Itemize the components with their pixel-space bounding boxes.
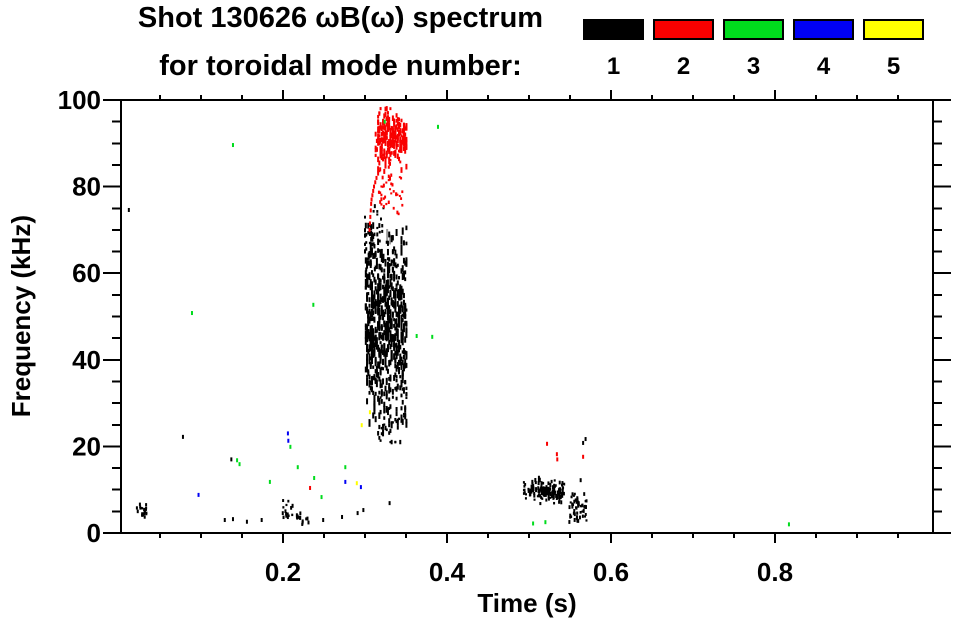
plot-frame xyxy=(120,99,934,534)
legend-label: 2 xyxy=(676,53,691,80)
series-mode-4 xyxy=(197,431,362,497)
y-tick-label: 20 xyxy=(72,431,101,461)
x-tick-label: 0.6 xyxy=(593,557,629,587)
series-mode-5 xyxy=(355,410,371,486)
axis-ticks xyxy=(103,90,951,543)
legend-label: 3 xyxy=(746,53,761,80)
chart-title-line1: Shot 130626 ωB(ω) spectrum xyxy=(137,2,544,34)
series-mode-3 xyxy=(190,119,790,527)
legend-swatch xyxy=(723,19,784,40)
legend-label: 1 xyxy=(606,53,621,80)
y-tick-label: 60 xyxy=(72,258,101,288)
legend-swatch xyxy=(653,19,714,40)
x-tick-label: 0.8 xyxy=(757,557,793,587)
legend-swatch xyxy=(793,19,854,40)
y-tick-label: 0 xyxy=(87,518,101,548)
x-tick-label: 0.4 xyxy=(429,557,466,587)
x-axis-title: Time (s) xyxy=(477,588,577,618)
legend-label: 4 xyxy=(816,53,831,80)
legend-label: 5 xyxy=(886,53,901,80)
y-tick-label: 80 xyxy=(72,172,101,202)
tick-labels: 0.2 0.4 0.6 0.8 0 20 40 60 80 100 xyxy=(58,85,793,587)
legend-swatch xyxy=(583,19,644,40)
series-mode-1 xyxy=(127,204,588,526)
y-tick-label: 100 xyxy=(58,85,101,115)
series-mode-2 xyxy=(309,106,585,490)
y-tick-label: 40 xyxy=(72,345,101,375)
legend-swatch xyxy=(863,19,924,40)
x-tick-label: 0.2 xyxy=(265,557,301,587)
chart-title-line2: for toroidal mode number: xyxy=(159,50,522,82)
